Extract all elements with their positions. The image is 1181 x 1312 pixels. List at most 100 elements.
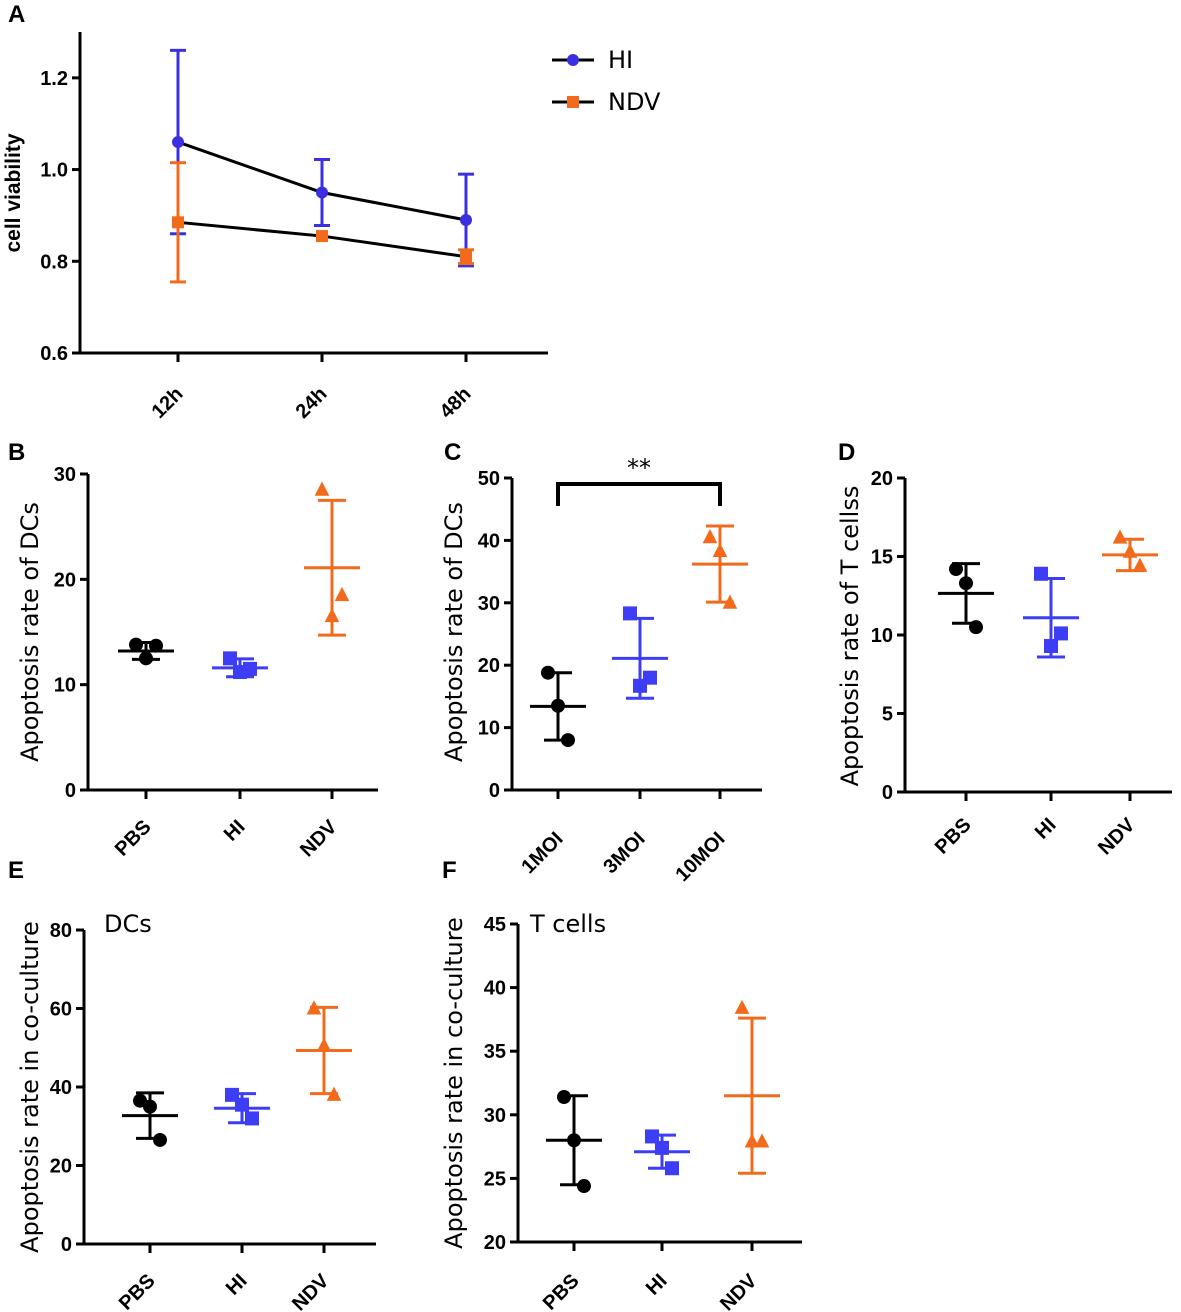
y-tick-label: 0 — [882, 782, 893, 804]
panel-c: C 0 10 20 30 40 50 1MOI 3MOI 10MOI Apoptosis rate … — [440, 439, 762, 886]
panel-letter: B — [8, 439, 25, 466]
significance-label: ** — [627, 454, 651, 482]
x-tick-label: HI — [222, 1270, 252, 1300]
y-axis-label: Apoptosis rate of DCs — [16, 502, 44, 762]
data-point — [143, 1099, 157, 1114]
data-point — [243, 661, 257, 676]
data-point — [1132, 557, 1148, 572]
data-point — [324, 607, 340, 623]
data-point — [223, 651, 237, 666]
panel-letter: C — [444, 439, 461, 466]
x-tick-label: PBS — [115, 1270, 160, 1312]
data-point — [460, 250, 472, 263]
group-pbs — [546, 1089, 602, 1194]
data-point — [551, 698, 565, 713]
data-point — [722, 594, 738, 609]
panel-letter: A — [8, 1, 25, 28]
data-point — [153, 1132, 167, 1147]
y-tick-label: 5 — [882, 704, 893, 726]
data-point — [734, 999, 750, 1014]
x-tick-label: NDV — [716, 1270, 762, 1312]
y-tick-label: 20 — [478, 655, 500, 677]
y-tick-label: 40 — [484, 978, 506, 1000]
data-point — [577, 1179, 591, 1194]
legend-marker — [567, 54, 579, 66]
data-point — [567, 1133, 581, 1148]
y-tick-label: 0.6 — [40, 343, 68, 365]
y-tick-label: 50 — [478, 468, 500, 490]
data-point — [334, 586, 350, 602]
group-pbs — [118, 637, 174, 666]
data-point — [1112, 529, 1128, 544]
y-tick-label: 30 — [484, 1105, 506, 1127]
data-point — [643, 670, 657, 685]
y-tick-label: 0 — [489, 780, 500, 802]
x-tick-label: HI — [642, 1270, 672, 1300]
data-point — [561, 733, 575, 748]
y-axis-label: Apoptosis rate in co-culture — [440, 917, 468, 1249]
data-point — [1044, 638, 1058, 653]
y-tick-label: 30 — [54, 464, 76, 486]
data-point — [172, 216, 184, 229]
y-tick-label: 25 — [484, 1168, 506, 1190]
x-tick-label: NDV — [1094, 814, 1140, 860]
y-axis-label: Apoptosis rate of T cellss — [836, 486, 864, 787]
panel-title: T cells — [529, 910, 606, 938]
data-point — [1034, 566, 1048, 581]
group-1moi — [530, 665, 586, 748]
panel-a: A 0.6 0.8 1.0 1.2 12h 24h 48h cell viability HI ND… — [2, 1, 661, 423]
data-point — [541, 665, 555, 680]
legend-label: NDV — [608, 88, 661, 116]
x-tick-label: PBS — [111, 816, 156, 861]
y-tick-label: 30 — [478, 593, 500, 615]
data-point — [316, 230, 328, 243]
group-pbs — [938, 562, 994, 635]
legend: HI NDV — [552, 46, 661, 116]
series-ndv — [170, 161, 474, 284]
y-axis-label: Apoptosis rate of DCs — [440, 502, 468, 762]
group-hi — [212, 651, 268, 680]
panel-f: F 20 25 30 35 40 45 PBS HI NDV Apoptosis rate in c… — [440, 857, 802, 1312]
panel-letter: D — [838, 439, 855, 466]
data-point — [557, 1089, 571, 1104]
y-tick-label: 0 — [61, 1234, 72, 1256]
x-tick-label: 3MOI — [599, 828, 649, 878]
group-3moi — [612, 606, 668, 700]
y-tick-label: 40 — [478, 530, 500, 552]
panel-letter: E — [8, 857, 24, 884]
data-point — [949, 562, 963, 577]
panel-letter: F — [442, 857, 457, 884]
group-hi — [214, 1087, 270, 1126]
panel-e: E 0 20 40 60 80 PBS HI NDV Apoptosis rate in co-c… — [8, 857, 376, 1312]
y-tick-label: 35 — [484, 1041, 506, 1063]
data-point — [245, 1111, 259, 1126]
data-point — [645, 1129, 659, 1144]
data-point — [754, 1133, 770, 1148]
legend-marker — [567, 96, 579, 108]
x-tick-label: HI — [220, 816, 250, 846]
y-tick-label: 20 — [50, 1156, 72, 1178]
x-tick-label: NDV — [296, 816, 342, 862]
x-tick-label: 48h — [436, 383, 476, 423]
data-point — [969, 620, 983, 635]
group-10moi — [692, 524, 748, 609]
y-tick-label: 60 — [50, 999, 72, 1021]
x-tick-label: 1MOI — [517, 828, 567, 878]
y-tick-label: 1.0 — [40, 160, 68, 182]
y-axis-label: Apoptosis rate in co-culture — [16, 921, 44, 1253]
data-point — [306, 1000, 322, 1015]
y-tick-label: 1.2 — [40, 68, 68, 90]
y-tick-label: 20 — [54, 569, 76, 591]
y-tick-label: 45 — [484, 914, 506, 936]
panel-title: DCs — [104, 910, 152, 938]
group-ndv — [1102, 529, 1158, 573]
y-tick-label: 80 — [50, 920, 72, 942]
panel-d: D 0 5 10 15 20 PBS HI NDV Apoptosis rate of T cel… — [836, 439, 1172, 859]
data-point — [959, 576, 973, 591]
data-point — [1122, 543, 1138, 558]
data-point — [744, 1133, 760, 1148]
data-point — [665, 1161, 679, 1176]
group-ndv — [296, 1000, 352, 1101]
panel-b: B 0 10 20 30 PBS HI NDV Apoptosis rate of DCs — [8, 439, 378, 861]
